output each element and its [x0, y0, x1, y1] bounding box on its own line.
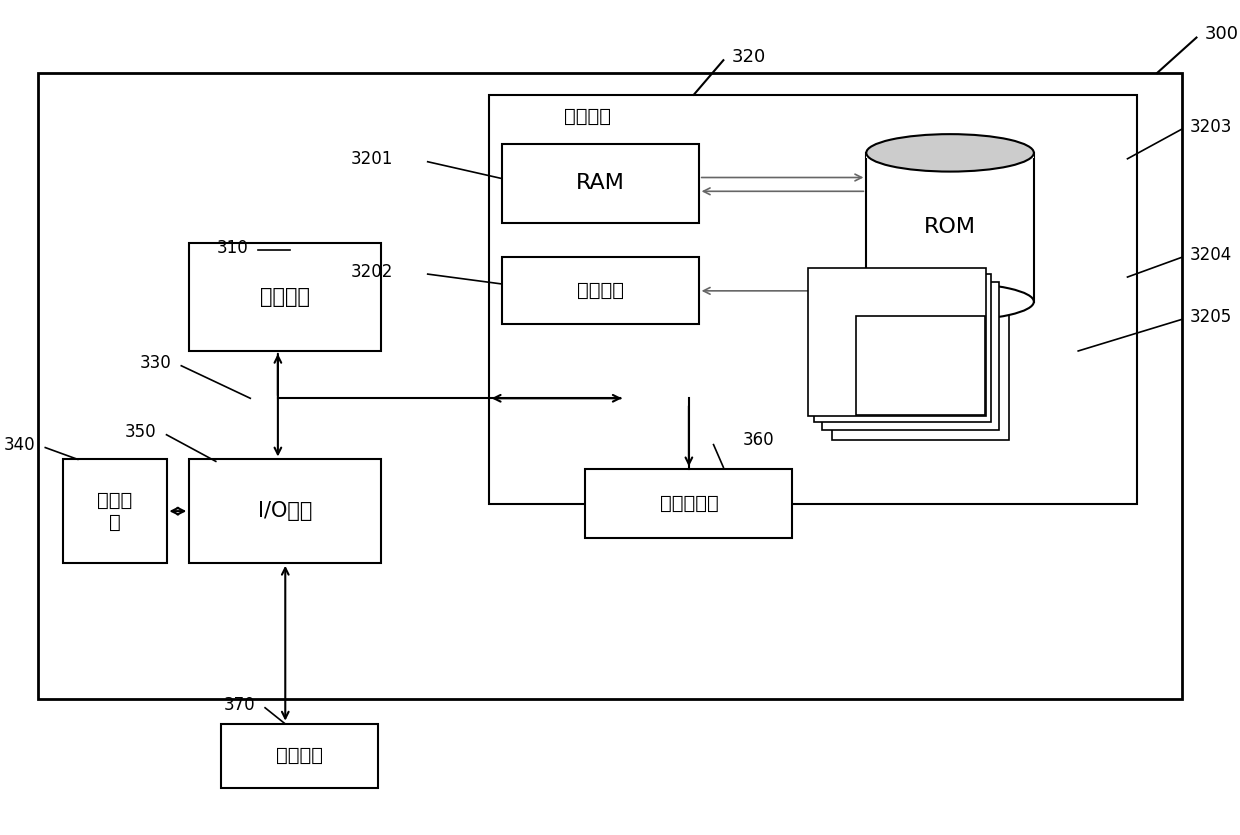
Text: 300: 300 [1204, 24, 1239, 43]
Text: 3203: 3203 [1189, 119, 1233, 136]
Text: I/O接口: I/O接口 [258, 501, 312, 521]
Bar [190, 459, 382, 563]
Bar [585, 469, 792, 539]
Text: 处理单元: 处理单元 [260, 286, 310, 306]
Bar [867, 153, 1034, 158]
Text: 310: 310 [217, 240, 248, 257]
Text: 存储单元: 存储单元 [564, 107, 611, 126]
Text: 320: 320 [732, 48, 765, 66]
Bar [822, 282, 999, 430]
Text: 370: 370 [223, 696, 255, 714]
Text: 340: 340 [4, 436, 36, 453]
Text: 330: 330 [140, 354, 171, 372]
Bar [489, 94, 1137, 504]
Ellipse shape [867, 134, 1034, 171]
Bar [832, 292, 1009, 440]
Text: 高速缓存: 高速缓存 [577, 281, 624, 301]
Text: 外部设备: 外部设备 [277, 746, 324, 765]
Bar [857, 316, 985, 415]
Bar [867, 153, 1034, 301]
Text: 3204: 3204 [1189, 246, 1231, 265]
Bar [813, 274, 992, 422]
Bar [38, 73, 1182, 699]
Bar [808, 268, 986, 416]
Text: 3202: 3202 [351, 263, 393, 281]
Text: 350: 350 [125, 423, 156, 441]
Text: 3201: 3201 [351, 149, 393, 168]
Bar [502, 144, 698, 223]
Text: 显示单
元: 显示单 元 [97, 491, 133, 532]
Bar [221, 724, 378, 787]
Text: 360: 360 [743, 431, 775, 448]
Bar [502, 257, 698, 324]
Bar [190, 242, 382, 351]
Text: 网络适配器: 网络适配器 [660, 494, 718, 514]
Text: 3205: 3205 [1189, 308, 1231, 326]
Bar [63, 459, 166, 563]
Text: RAM: RAM [575, 174, 625, 194]
Ellipse shape [867, 283, 1034, 321]
Text: ROM: ROM [924, 217, 976, 237]
